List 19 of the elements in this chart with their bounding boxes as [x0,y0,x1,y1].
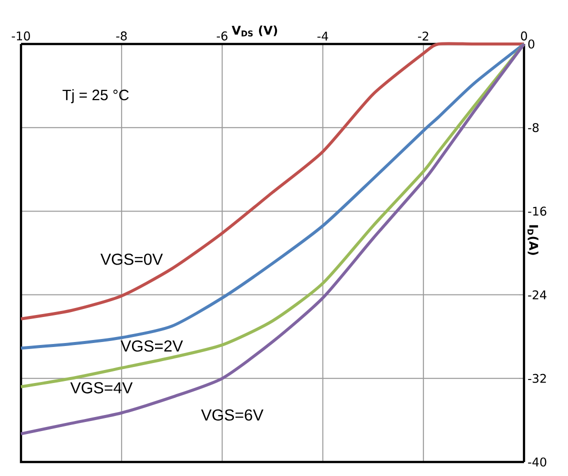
series-label: VGS=6V [201,409,264,421]
y-tick-label: -24 [528,290,546,300]
x-tick-label: -8 [116,31,127,40]
y-tick-label: -32 [528,374,546,383]
y-tick-label: 0 [528,39,534,49]
y-tick-label: -16 [528,206,546,216]
x-axis-title: V$_{DS}$ (V) [232,26,278,36]
series-label: VGS=4V [70,382,133,394]
x-tick-label: -10 [12,31,30,40]
annotation: Tj = 25 °C [62,89,129,104]
x-tick-label: -2 [418,32,428,40]
y-axis-title: I$_{D}$(A) [528,225,538,255]
series-label: VGS=2V [120,340,183,352]
x-tick-label: -6 [216,31,228,40]
x-tick-label: -4 [317,32,328,40]
series-label: VGS=0V [100,254,163,265]
x-tick-label: 0 [520,31,528,40]
y-tick-label: -8 [528,123,539,132]
y-tick-label: -40 [528,457,546,467]
